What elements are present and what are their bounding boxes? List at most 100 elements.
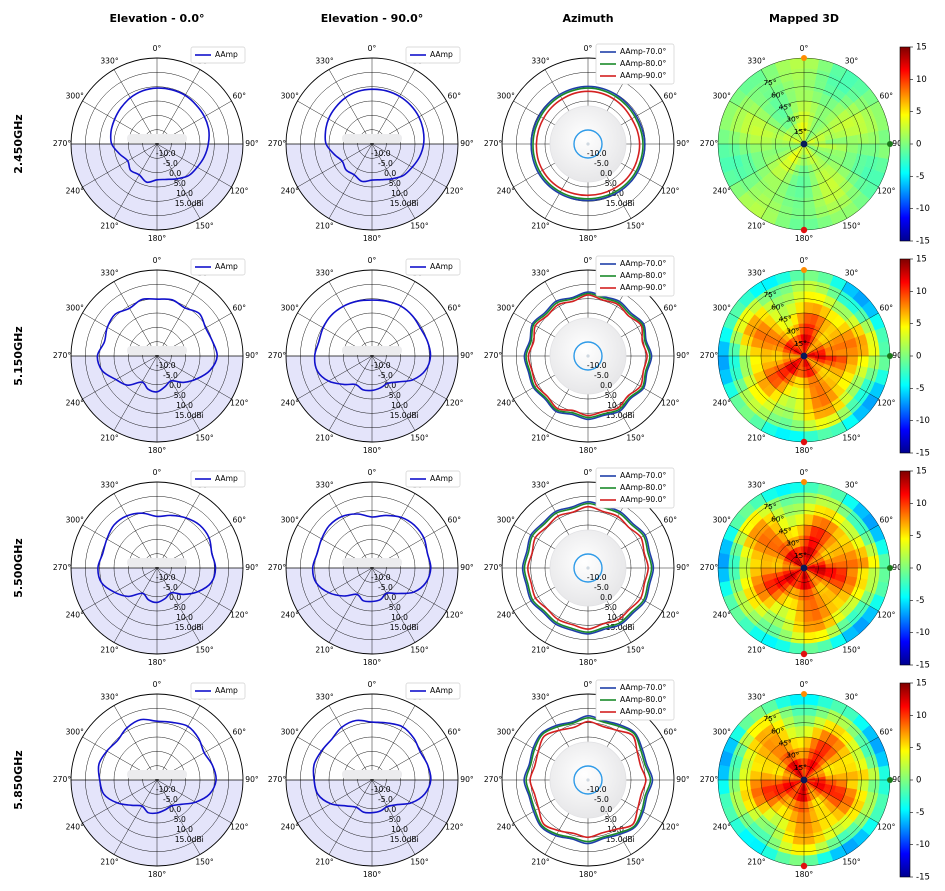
polar-mapped-3d-row-2: 90° 60° 30° 0° 330° 300° 270° 240° 210° 180° 150° 1… <box>700 467 930 671</box>
device-side-view <box>342 346 402 355</box>
colorbar-tick-label: 10 <box>916 499 927 509</box>
angle-tick-label: 0° <box>153 44 162 53</box>
legend-label: AAmp <box>430 262 453 271</box>
angle-tick-label: 90° <box>676 775 690 784</box>
device-side-view <box>127 346 187 355</box>
radial-tick-label: -5.0 <box>378 795 393 804</box>
grid-spoke <box>729 567 805 612</box>
angle-tick-label: 150° <box>410 221 428 230</box>
angle-tick-label: 300° <box>713 728 731 737</box>
angle-tick-label: 0° <box>584 256 593 265</box>
angle-tick-label: 300° <box>497 304 515 313</box>
colorbar-tick-label: 15 <box>916 679 927 689</box>
colorbar-tick-label: 10 <box>916 75 927 85</box>
elevation-tick-label: 45° <box>779 527 792 536</box>
grid-spoke <box>760 779 805 855</box>
legend-box <box>595 43 675 85</box>
radial-tick-label: 5.0 <box>389 815 401 824</box>
row-title-5850: 5.850GHz <box>12 750 25 809</box>
heatmap-cell <box>846 567 859 578</box>
angle-tick-label: 60° <box>880 728 894 737</box>
angle-tick-label: 60° <box>448 516 462 525</box>
colorbar-tick-label: -10 <box>916 204 930 214</box>
angle-tick-label: 120° <box>230 187 248 196</box>
center-marker <box>800 140 808 148</box>
device-status-ring <box>573 341 603 371</box>
radial-tick-label: 5.0 <box>174 603 186 612</box>
grid-spoke <box>156 355 232 400</box>
radial-tick-label: 15.0dBi <box>175 411 204 420</box>
radial-tick-label: 10.0 <box>391 825 408 834</box>
grid-spoke <box>803 355 848 431</box>
colorbar-tick-label: -5 <box>916 808 924 818</box>
angle-tick-label: 270° <box>484 563 502 572</box>
grid-spoke <box>113 493 158 569</box>
center-marker <box>800 352 808 360</box>
heatmap-cell <box>750 134 762 145</box>
angle-tick-label: 0° <box>368 680 377 689</box>
polar-elevation-elev90-row-2: 0° 330° 300° 270° 240° 210° 180° 150° 120° 90° 60°… <box>268 468 474 667</box>
grid-spoke <box>803 779 848 855</box>
radial-tick-label: 0.0 <box>384 169 396 178</box>
heatmap-cell <box>717 355 731 372</box>
radial-tick-label: 0.0 <box>169 169 181 178</box>
grid-spoke <box>729 524 805 569</box>
angle-tick-label: 330° <box>100 269 118 278</box>
heatmap-cell <box>867 130 880 145</box>
angle-tick-label: 300° <box>281 516 299 525</box>
angle-tick-label: 120° <box>877 823 895 832</box>
grid-spoke <box>371 779 416 855</box>
angle-tick-label: 210° <box>100 221 118 230</box>
radial-tick-label: -10.0 <box>587 785 607 794</box>
grid-spoke <box>803 493 848 569</box>
legend-label: AAmp-70.0° <box>620 47 666 56</box>
radial-tick-label: 15.0dBi <box>390 199 419 208</box>
grid-spoke <box>760 143 805 219</box>
heatmap-cell <box>790 704 805 717</box>
angle-tick-label: 180° <box>363 658 381 667</box>
series-line-aamp-90 <box>527 294 648 417</box>
grid-spoke <box>113 779 158 855</box>
legend-label: AAmp-90.0° <box>620 495 666 504</box>
grid-spoke <box>113 355 158 431</box>
radial-tick-label: 0.0 <box>600 169 612 178</box>
heatmap-cell <box>867 342 880 357</box>
elevation-tick-label: 75° <box>763 502 776 511</box>
radial-tick-label: -5.0 <box>594 371 609 380</box>
colorbar <box>899 46 911 242</box>
angle-tick-label: 60° <box>880 92 894 101</box>
radial-tick-label: -5.0 <box>163 795 178 804</box>
axis-marker-90 <box>801 691 807 697</box>
angle-tick-label: 150° <box>195 645 213 654</box>
angle-tick-label: 180° <box>148 234 166 243</box>
angle-tick-label: 330° <box>747 481 765 490</box>
angle-tick-label: 0° <box>584 468 593 477</box>
angle-tick-label: 210° <box>100 857 118 866</box>
grid-spoke <box>371 355 416 431</box>
angle-tick-label: 180° <box>148 658 166 667</box>
angle-tick-label: 270° <box>700 563 718 572</box>
angle-tick-label: 0° <box>800 256 809 265</box>
angle-tick-label: 210° <box>531 433 549 442</box>
angle-tick-label: 150° <box>842 857 860 866</box>
grid-spoke <box>803 524 879 569</box>
radial-tick-label: 5.0 <box>605 391 617 400</box>
legend-box <box>190 46 246 64</box>
colorbar-tick-label: 10 <box>916 711 927 721</box>
axis-marker-270 <box>800 650 808 658</box>
angle-tick-label: 0° <box>368 468 377 477</box>
legend-box <box>190 682 246 700</box>
colorbar-tick-label: 0 <box>916 564 921 574</box>
heatmap-cell <box>790 280 805 293</box>
grid-spoke <box>156 143 201 219</box>
angle-tick-label: 270° <box>268 563 286 572</box>
grid-spoke <box>729 779 805 824</box>
angle-tick-label: 180° <box>148 446 166 455</box>
grid-spoke <box>803 779 879 824</box>
elevation-tick-label: 30° <box>786 115 799 124</box>
axis-marker-270 <box>800 438 808 446</box>
radial-tick-label: 0.0 <box>384 381 396 390</box>
axis-marker-0 <box>887 565 893 571</box>
angle-tick-label: 240° <box>497 187 515 196</box>
angle-tick-label: 330° <box>315 269 333 278</box>
